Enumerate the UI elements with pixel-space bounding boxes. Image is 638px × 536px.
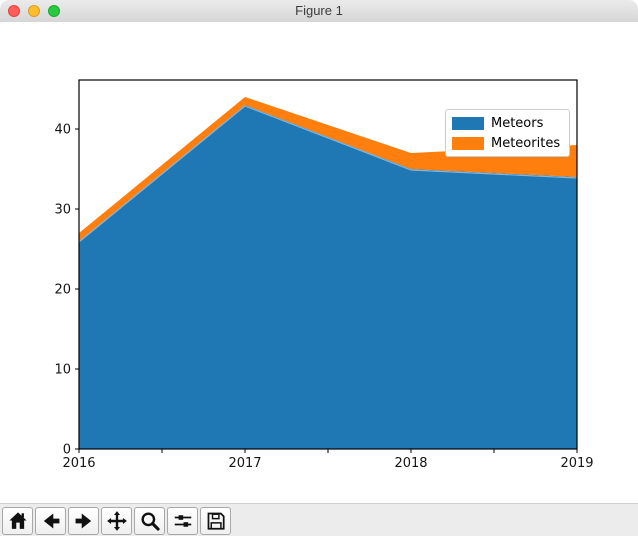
minimize-window-button[interactable] <box>28 5 40 17</box>
legend-label: Meteors <box>491 115 544 131</box>
configure-subplots-button[interactable] <box>167 507 198 535</box>
pan-button[interactable] <box>101 507 132 535</box>
configure-subplots-icon <box>174 515 191 527</box>
window-titlebar: Figure 1 <box>0 0 638 23</box>
forward-button[interactable] <box>68 507 99 535</box>
save-floppy-icon <box>207 512 225 530</box>
zoom-button[interactable] <box>134 507 165 535</box>
legend-label: Meteorites <box>491 135 561 151</box>
save-button[interactable] <box>200 507 231 535</box>
pan-move-icon <box>106 511 127 531</box>
figure-canvas[interactable]: 2016 2017 2018 2019 0 10 20 30 40 Meteors Meteor… <box>0 22 638 503</box>
y-tick-label: 40 <box>54 123 71 138</box>
area-meteors <box>79 105 577 449</box>
legend-swatch-meteorites <box>452 136 484 150</box>
back-arrow-icon <box>43 513 59 529</box>
home-button[interactable] <box>2 507 33 535</box>
area-meteorites <box>79 97 577 241</box>
y-tick-label: 20 <box>54 283 71 298</box>
x-tick-label: 2018 <box>394 456 427 471</box>
y-tick-label: 30 <box>54 203 71 218</box>
stack-boundary-line <box>78 105 578 243</box>
chart-legend: Meteors Meteorites <box>445 109 570 157</box>
stacked-area-chart: 2016 2017 2018 2019 0 10 20 30 40 <box>54 79 594 471</box>
window-title: Figure 1 <box>295 3 343 18</box>
legend-entry-meteorites: Meteorites <box>452 135 561 151</box>
close-window-button[interactable] <box>8 5 20 17</box>
home-icon <box>8 512 27 529</box>
x-tick-label: 2017 <box>228 456 261 471</box>
legend-entry-meteors: Meteors <box>452 115 561 131</box>
zoom-magnifier-icon <box>140 512 160 531</box>
x-tick-label: 2016 <box>62 456 95 471</box>
y-tick-label: 0 <box>63 443 71 458</box>
forward-arrow-icon <box>75 513 91 529</box>
y-tick-label: 10 <box>54 363 71 378</box>
matplotlib-toolbar <box>0 503 638 536</box>
x-tick-label: 2019 <box>560 456 593 471</box>
zoom-window-button[interactable] <box>48 5 60 17</box>
back-button[interactable] <box>35 507 66 535</box>
legend-swatch-meteors <box>452 116 484 130</box>
